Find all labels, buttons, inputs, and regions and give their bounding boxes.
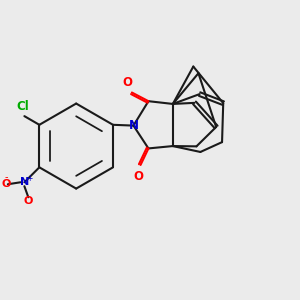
Text: -: - (4, 172, 8, 183)
Text: O: O (24, 196, 33, 206)
Text: N: N (20, 177, 29, 187)
Text: O: O (134, 170, 144, 183)
Text: Cl: Cl (16, 100, 29, 113)
Text: O: O (122, 76, 132, 89)
Text: N: N (128, 119, 139, 132)
Text: +: + (26, 174, 33, 183)
Text: O: O (1, 179, 10, 189)
